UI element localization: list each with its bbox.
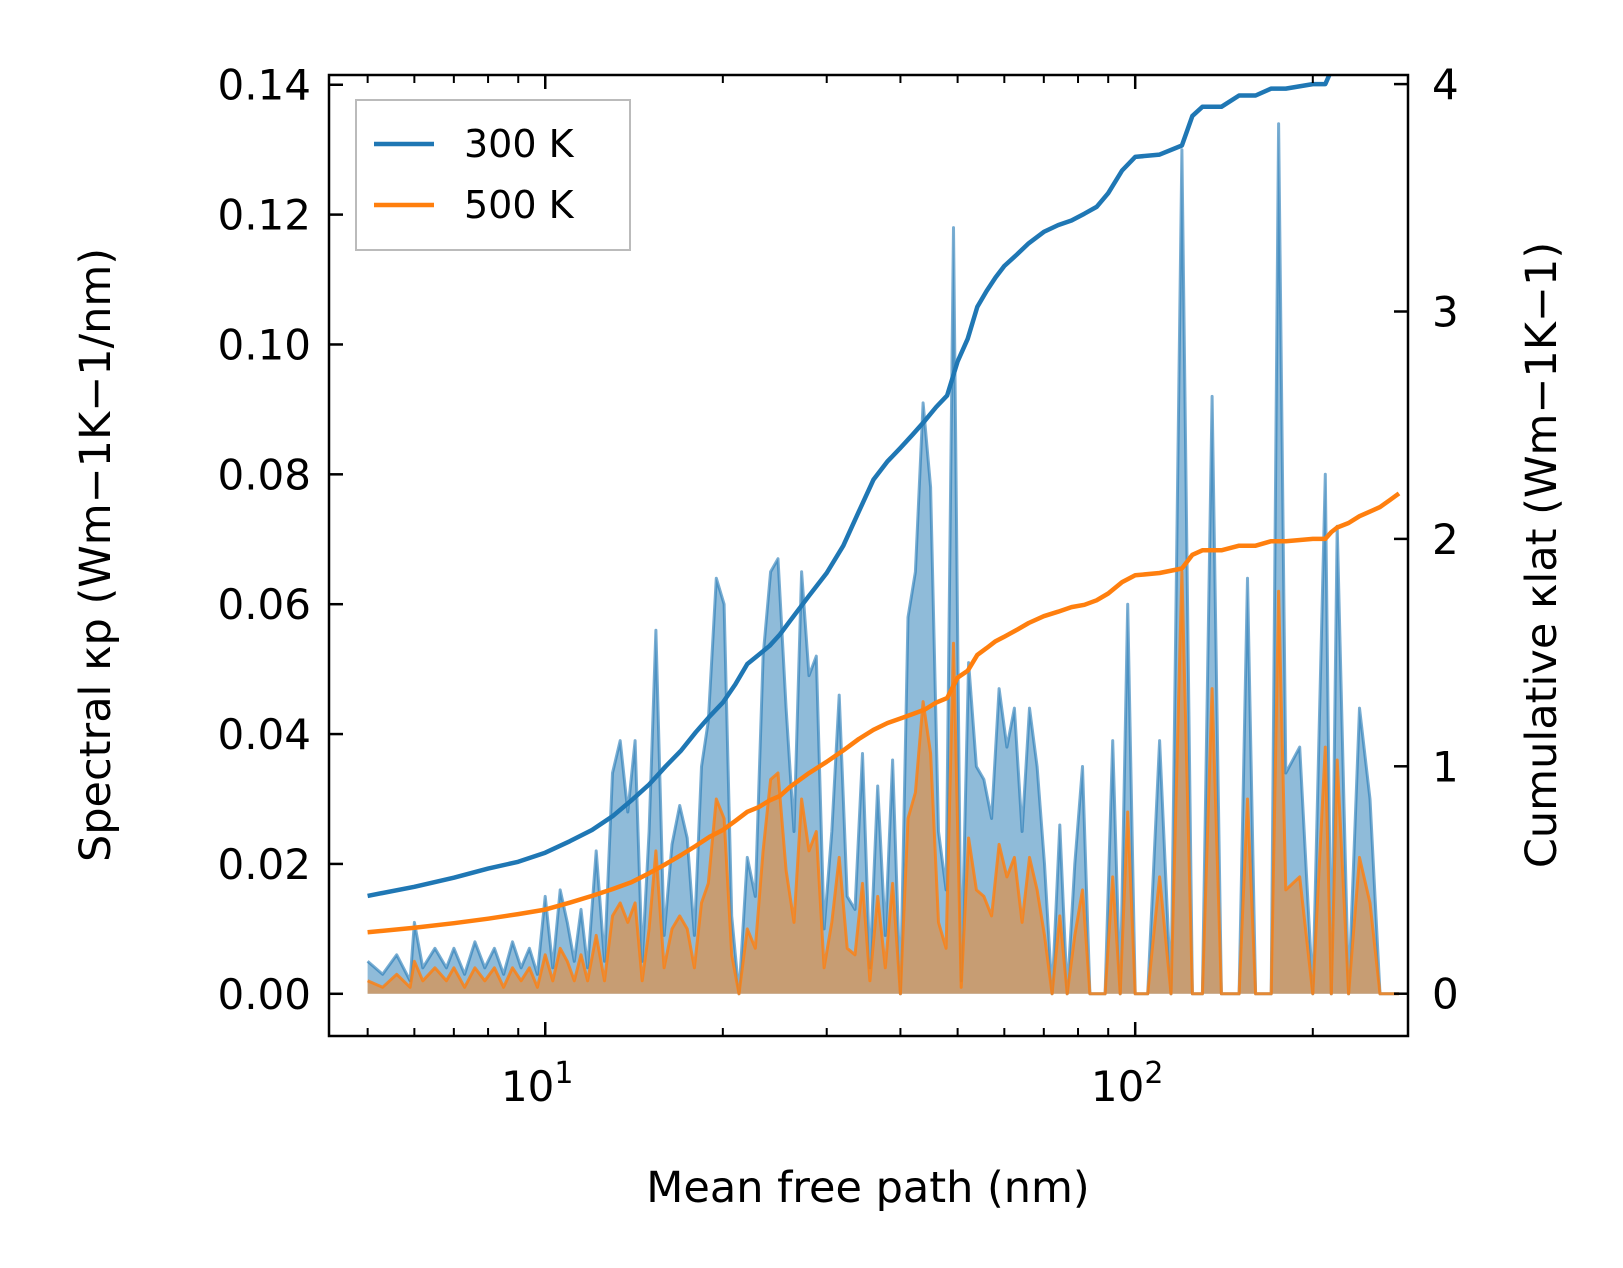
left-tick-label: 0.04 <box>217 710 311 759</box>
legend-label-300k: 300 K <box>464 122 575 166</box>
left-tick-label: 0.02 <box>217 840 311 889</box>
legend: 300 K 500 K <box>355 99 631 251</box>
right-tick-label: 4 <box>1432 60 1459 109</box>
plot-area <box>366 75 1401 996</box>
spectral-500k-area <box>367 571 1400 994</box>
right-tick-label: 0 <box>1432 970 1459 1019</box>
plot-frame <box>327 73 1410 1038</box>
right-tick-label: 2 <box>1432 515 1459 564</box>
x-tick-label-exponent: 1 <box>554 1056 573 1091</box>
y-axis-title-right: Cumulative κlat (Wm−1K−1) <box>1517 242 1567 868</box>
left-tick-label: 0.14 <box>217 61 311 110</box>
spectral-300k-line <box>366 122 1399 996</box>
spectral-500k-line <box>367 570 1399 996</box>
cumulative-500k-line <box>367 491 1401 935</box>
legend-box <box>355 99 631 251</box>
legend-label-500k: 500 K <box>464 183 575 227</box>
left-tick-label: 0.06 <box>217 580 311 629</box>
x-tick-label-exponent: 2 <box>1144 1056 1163 1091</box>
left-tick-label: 0.12 <box>217 191 311 240</box>
left-tick-label: 0.00 <box>217 970 311 1019</box>
left-tick-label: 0.08 <box>217 450 311 499</box>
right-tick-label: 1 <box>1432 742 1459 791</box>
right-tick-label: 3 <box>1432 287 1459 336</box>
cumulative-300k-line <box>367 75 1332 899</box>
left-tick-label: 0.10 <box>217 320 311 369</box>
y-axis-title-left: Spectral κp (Wm−1K−1/nm) <box>71 248 121 862</box>
x-tick-label: 101 <box>501 1056 574 1111</box>
x-axis-title: Mean free path (nm) <box>646 1163 1089 1213</box>
series-group <box>366 75 1401 996</box>
axis-ticks: 0.00 0.02 0.04 0.06 0.08 0.10 0.12 0.14 0 1 2 3 4 101… <box>217 60 1458 1111</box>
